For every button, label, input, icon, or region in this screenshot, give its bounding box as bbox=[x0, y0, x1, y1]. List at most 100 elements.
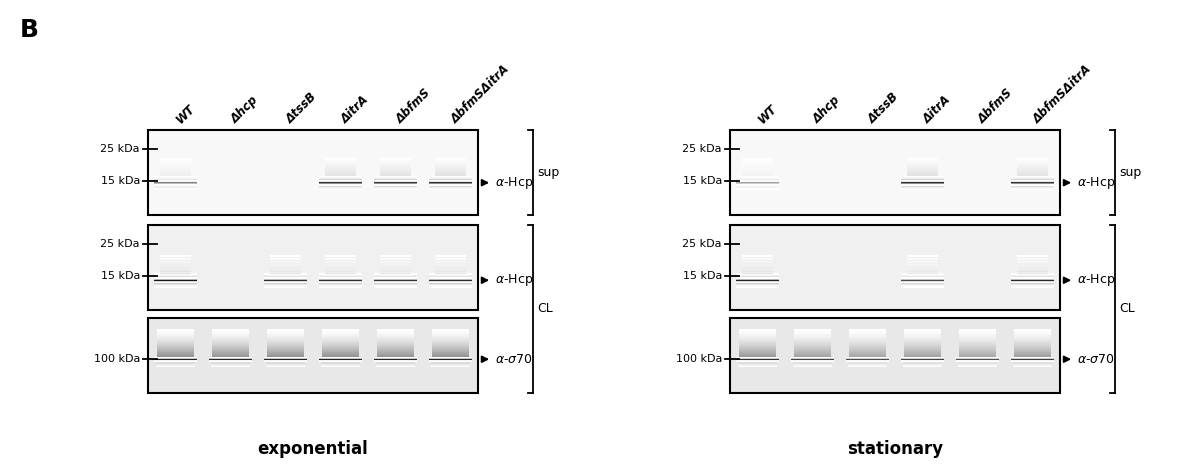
Bar bbox=[432, 329, 469, 330]
Bar bbox=[212, 341, 248, 342]
Bar bbox=[743, 165, 773, 166]
Bar bbox=[1014, 336, 1051, 337]
Bar bbox=[270, 269, 300, 270]
Bar bbox=[794, 335, 830, 336]
Bar bbox=[161, 167, 191, 168]
Bar bbox=[905, 344, 941, 345]
Bar bbox=[212, 334, 248, 335]
Bar bbox=[161, 265, 191, 266]
Bar bbox=[380, 169, 410, 170]
Bar bbox=[1018, 255, 1048, 256]
Bar bbox=[850, 350, 886, 351]
Bar bbox=[325, 165, 355, 166]
Bar bbox=[161, 270, 191, 271]
Bar bbox=[157, 340, 193, 341]
Bar bbox=[959, 352, 996, 353]
Bar bbox=[436, 171, 466, 172]
Bar bbox=[432, 341, 469, 342]
Bar bbox=[743, 174, 773, 175]
Bar bbox=[212, 351, 248, 352]
Bar bbox=[325, 260, 355, 261]
Bar bbox=[380, 263, 410, 264]
Bar bbox=[850, 353, 886, 354]
Bar bbox=[959, 340, 996, 341]
Bar bbox=[432, 346, 469, 347]
Bar bbox=[743, 256, 773, 257]
Bar bbox=[268, 336, 304, 337]
Bar bbox=[161, 169, 191, 170]
Bar bbox=[325, 273, 355, 274]
Bar bbox=[161, 174, 191, 175]
Bar bbox=[212, 355, 248, 356]
Bar bbox=[959, 350, 996, 351]
Text: ΔitrA: ΔitrA bbox=[338, 93, 372, 126]
Bar bbox=[380, 270, 410, 271]
Bar bbox=[1018, 160, 1048, 161]
Bar bbox=[436, 264, 466, 265]
Bar bbox=[212, 347, 248, 348]
Bar bbox=[157, 347, 193, 348]
Bar bbox=[743, 259, 773, 260]
Bar bbox=[380, 268, 410, 269]
Bar bbox=[380, 269, 410, 270]
Bar bbox=[325, 166, 355, 167]
Text: sup: sup bbox=[538, 166, 559, 179]
Bar bbox=[907, 167, 937, 168]
Bar bbox=[325, 256, 355, 257]
Bar bbox=[377, 330, 414, 331]
Bar bbox=[1018, 263, 1048, 264]
Bar bbox=[743, 166, 773, 167]
Bar bbox=[743, 258, 773, 259]
Bar bbox=[432, 350, 469, 351]
Bar bbox=[743, 270, 773, 271]
Bar bbox=[377, 337, 414, 338]
Bar bbox=[1014, 337, 1051, 338]
Bar bbox=[907, 268, 937, 269]
Bar bbox=[380, 266, 410, 267]
Bar bbox=[907, 168, 937, 169]
Bar bbox=[161, 159, 191, 160]
Bar bbox=[905, 347, 941, 348]
Bar bbox=[1018, 267, 1048, 268]
Bar bbox=[907, 163, 937, 164]
Bar bbox=[743, 267, 773, 268]
Bar bbox=[907, 172, 937, 173]
Bar bbox=[850, 332, 886, 333]
Bar bbox=[850, 345, 886, 346]
Bar bbox=[268, 335, 304, 336]
Bar bbox=[743, 168, 773, 169]
Bar bbox=[432, 343, 469, 344]
Bar bbox=[850, 330, 886, 331]
Bar bbox=[1018, 259, 1048, 260]
Bar bbox=[212, 333, 248, 334]
Bar bbox=[907, 173, 937, 174]
Bar bbox=[157, 355, 193, 356]
Bar bbox=[432, 352, 469, 353]
Bar bbox=[268, 354, 304, 355]
Bar bbox=[157, 344, 193, 345]
Bar bbox=[325, 160, 355, 161]
Bar bbox=[905, 351, 941, 352]
Bar bbox=[380, 170, 410, 171]
Bar bbox=[161, 263, 191, 264]
Bar bbox=[743, 159, 773, 160]
Bar bbox=[794, 331, 830, 332]
Bar bbox=[325, 261, 355, 262]
Bar bbox=[325, 257, 355, 258]
Bar bbox=[323, 355, 359, 356]
Bar bbox=[739, 348, 775, 349]
Text: $\alpha$-$\sigma$70: $\alpha$-$\sigma$70 bbox=[496, 353, 533, 366]
Bar bbox=[323, 334, 359, 335]
Bar bbox=[794, 355, 830, 356]
Bar bbox=[157, 346, 193, 347]
Bar bbox=[436, 168, 466, 169]
Bar bbox=[1018, 158, 1048, 159]
Bar bbox=[323, 344, 359, 345]
Bar bbox=[323, 347, 359, 348]
Bar bbox=[1014, 329, 1051, 330]
Bar bbox=[268, 339, 304, 340]
Bar bbox=[959, 334, 996, 335]
Bar bbox=[794, 351, 830, 352]
Text: WT: WT bbox=[756, 102, 780, 126]
Bar bbox=[907, 270, 937, 271]
